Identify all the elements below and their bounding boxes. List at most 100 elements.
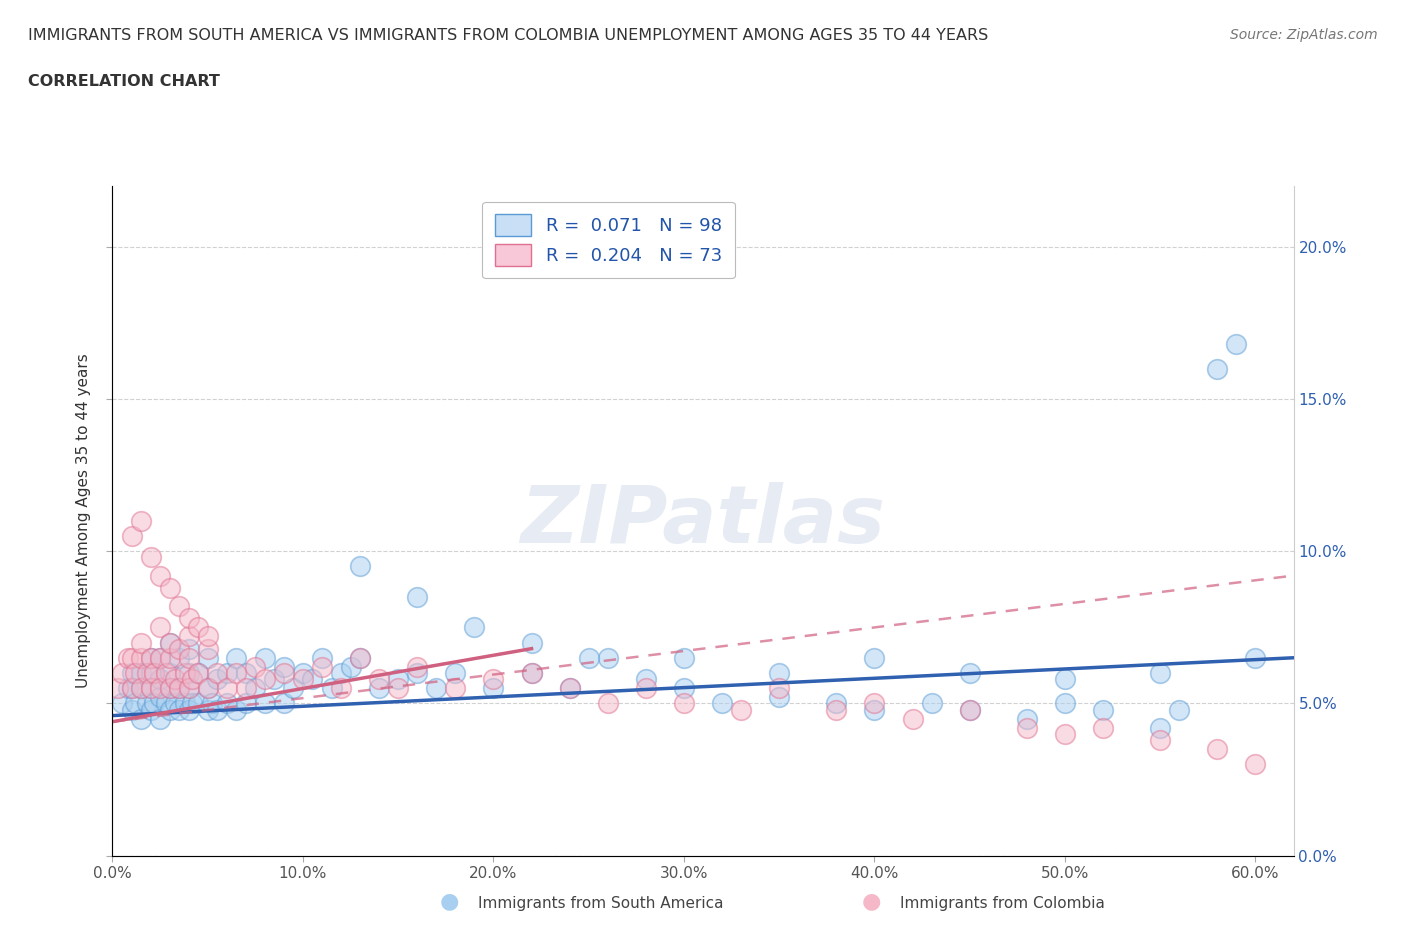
Point [111,696,134,711]
Point [167,599,190,614]
Point [444,666,467,681]
Point [672,650,695,665]
Point [578,650,600,665]
Point [1225,337,1247,352]
Point [167,641,190,656]
Point [1206,361,1229,376]
Point [921,696,943,711]
Point [149,568,172,583]
Point [825,696,848,711]
Point [197,681,219,696]
Point [444,681,467,696]
Point [121,650,143,665]
Point [349,559,371,574]
Point [159,702,181,717]
Point [634,671,657,686]
Point [1092,721,1115,736]
Point [181,696,204,711]
Point [1149,733,1171,748]
Point [253,671,276,686]
Point [1015,721,1038,736]
Point [165,671,187,686]
Point [149,650,172,665]
Point [129,635,152,650]
Point [200,696,222,711]
Point [121,702,143,717]
Point [181,671,204,686]
Point [311,659,333,674]
Point [155,696,177,711]
Point [173,696,195,711]
Point [768,666,790,681]
Point [129,681,152,696]
Point [207,671,229,686]
Text: ●: ● [440,891,460,911]
Point [197,641,219,656]
Point [339,659,361,674]
Point [149,671,172,686]
Point [117,681,139,696]
Point [330,681,353,696]
Point [177,681,200,696]
Point [235,681,257,696]
Point [139,702,162,717]
Point [596,650,619,665]
Point [143,696,166,711]
Point [330,666,353,681]
Point [225,666,247,681]
Point [301,671,323,686]
Point [1244,650,1267,665]
Text: ZIPatlas: ZIPatlas [520,482,886,560]
Point [139,666,162,681]
Point [863,650,886,665]
Point [159,681,181,696]
Point [177,641,200,656]
Point [149,650,172,665]
Point [225,650,247,665]
Point [291,666,314,681]
Point [1092,702,1115,717]
Point [177,611,200,626]
Point [349,650,371,665]
Point [159,635,181,650]
Point [149,711,172,726]
Point [245,681,267,696]
Point [863,696,886,711]
Point [558,681,581,696]
Point [406,659,429,674]
Point [167,702,190,717]
Point [121,681,143,696]
Point [235,696,257,711]
Point [207,702,229,717]
Point [273,696,295,711]
Point [901,711,924,726]
Point [187,696,209,711]
Point [273,659,295,674]
Point [1053,671,1076,686]
Point [159,666,181,681]
Point [283,681,305,696]
Point [129,666,152,681]
Point [730,702,752,717]
Point [387,671,409,686]
Point [187,666,209,681]
Point [425,681,447,696]
Point [167,681,190,696]
Point [225,702,247,717]
Point [959,702,981,717]
Point [159,635,181,650]
Point [863,702,886,717]
Point [111,666,134,681]
Point [173,666,195,681]
Text: Immigrants from Colombia: Immigrants from Colombia [900,897,1105,911]
Point [135,666,157,681]
Point [121,528,143,543]
Point [177,702,200,717]
Y-axis label: Unemployment Among Ages 35 to 44 years: Unemployment Among Ages 35 to 44 years [76,353,91,688]
Point [959,702,981,717]
Point [406,590,429,604]
Point [235,666,257,681]
Point [482,681,505,696]
Point [124,666,146,681]
Point [291,671,314,686]
